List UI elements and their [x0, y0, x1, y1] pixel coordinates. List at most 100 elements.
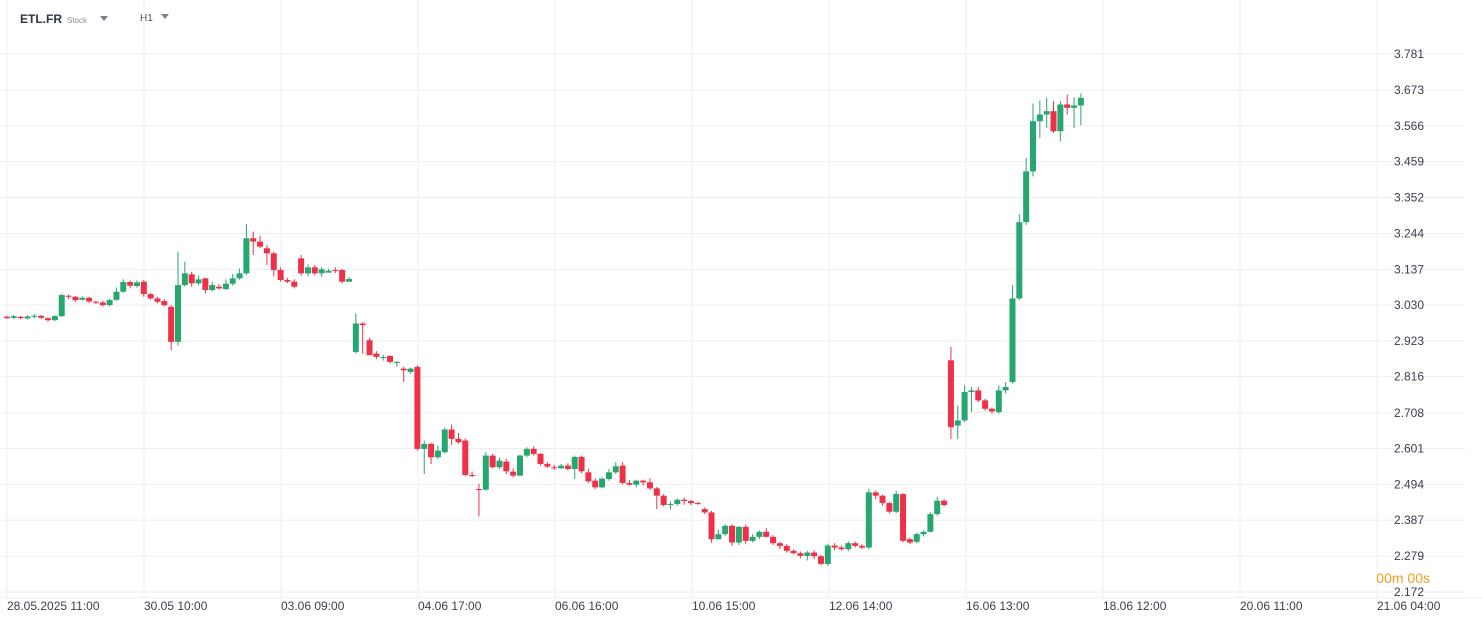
candle[interactable]: [311, 264, 318, 276]
candle[interactable]: [790, 549, 797, 555]
candle[interactable]: [161, 299, 168, 307]
candle[interactable]: [120, 279, 127, 293]
candle[interactable]: [544, 461, 551, 468]
candle[interactable]: [913, 532, 920, 544]
candle[interactable]: [339, 268, 346, 284]
candle[interactable]: [106, 298, 113, 307]
candle[interactable]: [257, 235, 264, 249]
candle[interactable]: [263, 244, 270, 265]
candle[interactable]: [722, 524, 729, 536]
candle[interactable]: [968, 387, 975, 413]
candle[interactable]: [585, 468, 592, 483]
candle[interactable]: [845, 541, 852, 551]
candle[interactable]: [599, 477, 606, 489]
candle[interactable]: [428, 442, 435, 464]
candle[interactable]: [934, 496, 941, 516]
candle[interactable]: [1016, 214, 1023, 301]
candle[interactable]: [1043, 97, 1050, 128]
candle[interactable]: [804, 550, 811, 561]
symbol-selector[interactable]: ETL.FR Stock: [20, 12, 109, 26]
candle[interactable]: [667, 501, 674, 510]
candle[interactable]: [51, 315, 58, 322]
candle[interactable]: [236, 268, 243, 280]
candle[interactable]: [571, 455, 578, 479]
candle[interactable]: [1064, 94, 1071, 115]
candle[interactable]: [605, 468, 612, 481]
candle[interactable]: [482, 452, 489, 491]
candle[interactable]: [852, 541, 859, 548]
candle[interactable]: [927, 512, 934, 533]
candle[interactable]: [31, 314, 38, 319]
candle[interactable]: [291, 279, 298, 289]
candle[interactable]: [216, 284, 223, 290]
candle[interactable]: [783, 544, 790, 553]
candle[interactable]: [38, 315, 45, 320]
candle[interactable]: [284, 278, 291, 284]
candle[interactable]: [79, 296, 86, 301]
candle[interactable]: [838, 545, 845, 551]
candle[interactable]: [530, 446, 537, 456]
candle[interactable]: [168, 305, 175, 351]
candle[interactable]: [298, 254, 305, 276]
candle[interactable]: [352, 313, 359, 354]
candle[interactable]: [893, 490, 900, 514]
candle[interactable]: [140, 280, 147, 297]
candle[interactable]: [988, 407, 995, 414]
candle[interactable]: [735, 526, 742, 546]
candle[interactable]: [175, 251, 181, 346]
candle[interactable]: [1077, 93, 1084, 126]
candle[interactable]: [17, 315, 24, 320]
candle[interactable]: [564, 463, 571, 471]
candle[interactable]: [366, 337, 373, 356]
candle[interactable]: [770, 535, 777, 545]
candle[interactable]: [270, 251, 277, 277]
candle[interactable]: [448, 424, 455, 445]
candle[interactable]: [1050, 101, 1057, 133]
candle[interactable]: [708, 510, 715, 543]
candle[interactable]: [441, 427, 448, 454]
candle[interactable]: [243, 223, 250, 276]
candle[interactable]: [776, 541, 783, 550]
candle[interactable]: [619, 462, 626, 485]
candle[interactable]: [400, 366, 407, 383]
candle[interactable]: [229, 274, 236, 286]
candle[interactable]: [749, 534, 756, 543]
candle[interactable]: [879, 494, 886, 506]
candle[interactable]: [941, 499, 948, 507]
candle[interactable]: [414, 365, 421, 451]
candle[interactable]: [824, 543, 831, 566]
candle[interactable]: [222, 279, 229, 291]
candle[interactable]: [982, 398, 989, 411]
candle[interactable]: [831, 543, 838, 551]
candle[interactable]: [995, 385, 1002, 414]
timeframe-selector[interactable]: H1: [140, 13, 169, 24]
candle[interactable]: [1030, 103, 1036, 177]
candle[interactable]: [99, 300, 106, 307]
candle[interactable]: [701, 507, 708, 515]
candle[interactable]: [633, 479, 640, 488]
candle[interactable]: [250, 231, 257, 255]
candle[interactable]: [646, 478, 653, 491]
candle[interactable]: [503, 458, 510, 474]
candle[interactable]: [551, 464, 558, 470]
candle[interactable]: [1036, 100, 1043, 138]
candle[interactable]: [133, 280, 140, 288]
candle[interactable]: [640, 479, 647, 486]
candle[interactable]: [72, 296, 79, 302]
candle[interactable]: [961, 385, 968, 423]
candle[interactable]: [154, 296, 161, 304]
candle[interactable]: [1002, 382, 1009, 394]
candle[interactable]: [188, 271, 195, 287]
candle[interactable]: [181, 261, 188, 287]
candle[interactable]: [729, 524, 736, 546]
candle[interactable]: [434, 445, 441, 459]
candle[interactable]: [86, 297, 93, 304]
candle[interactable]: [475, 483, 482, 517]
candle[interactable]: [756, 530, 763, 540]
candle[interactable]: [592, 478, 599, 490]
candle[interactable]: [517, 454, 523, 477]
candle[interactable]: [346, 277, 352, 282]
candle[interactable]: [688, 499, 694, 506]
candle[interactable]: [147, 292, 154, 300]
